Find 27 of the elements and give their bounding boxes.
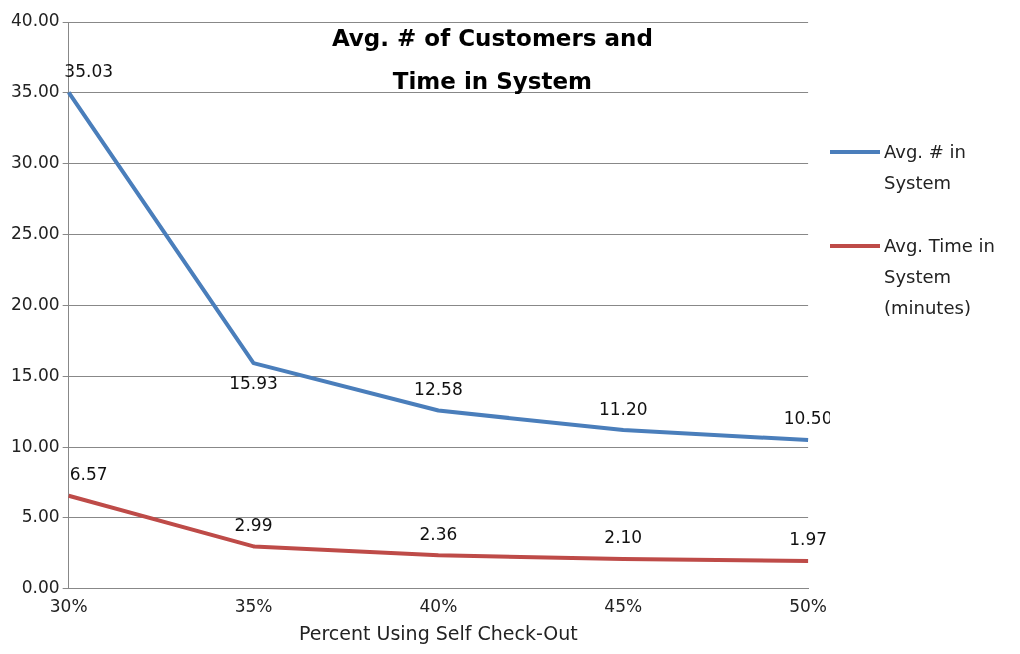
y-tick-label: 20.00: [11, 293, 60, 314]
x-tick-label: 30%: [49, 596, 88, 617]
data-label: 6.57: [69, 464, 108, 485]
y-tick-label: 40.00: [11, 10, 60, 31]
x-tick-label: 35%: [234, 596, 273, 617]
y-tick-label: 35.00: [11, 81, 60, 102]
data-label: 2.36: [419, 523, 458, 544]
text: Avg. # of Customers and Time in System: [331, 24, 653, 94]
y-tick-label: 5.00: [21, 506, 60, 527]
data-label: 2.10: [604, 527, 643, 548]
y-tick-label: 10.00: [11, 435, 60, 456]
y-tick-label: 30.00: [11, 152, 60, 173]
data-label: 15.93: [229, 373, 278, 394]
x-tick-label: 40%: [419, 596, 458, 617]
y-tick-label: 25.00: [11, 222, 60, 243]
data-label: 11.20: [598, 398, 648, 419]
y-tick-label: 0.00: [21, 577, 60, 598]
data-label: 12.58: [414, 378, 463, 399]
x-axis-title: Percent Using Self Check-Out: [298, 621, 578, 644]
x-tick-label: 50%: [789, 596, 828, 617]
y-tick-label: 15.00: [11, 364, 60, 385]
x-tick-label: 45%: [604, 596, 643, 617]
data-label: 1.97: [789, 529, 828, 550]
data-label: 35.03: [64, 60, 113, 81]
legend-label: Avg. # in System: [884, 140, 967, 195]
legend-label: Avg. Time in System (minutes): [884, 234, 996, 320]
data-label: 2.99: [234, 514, 273, 535]
